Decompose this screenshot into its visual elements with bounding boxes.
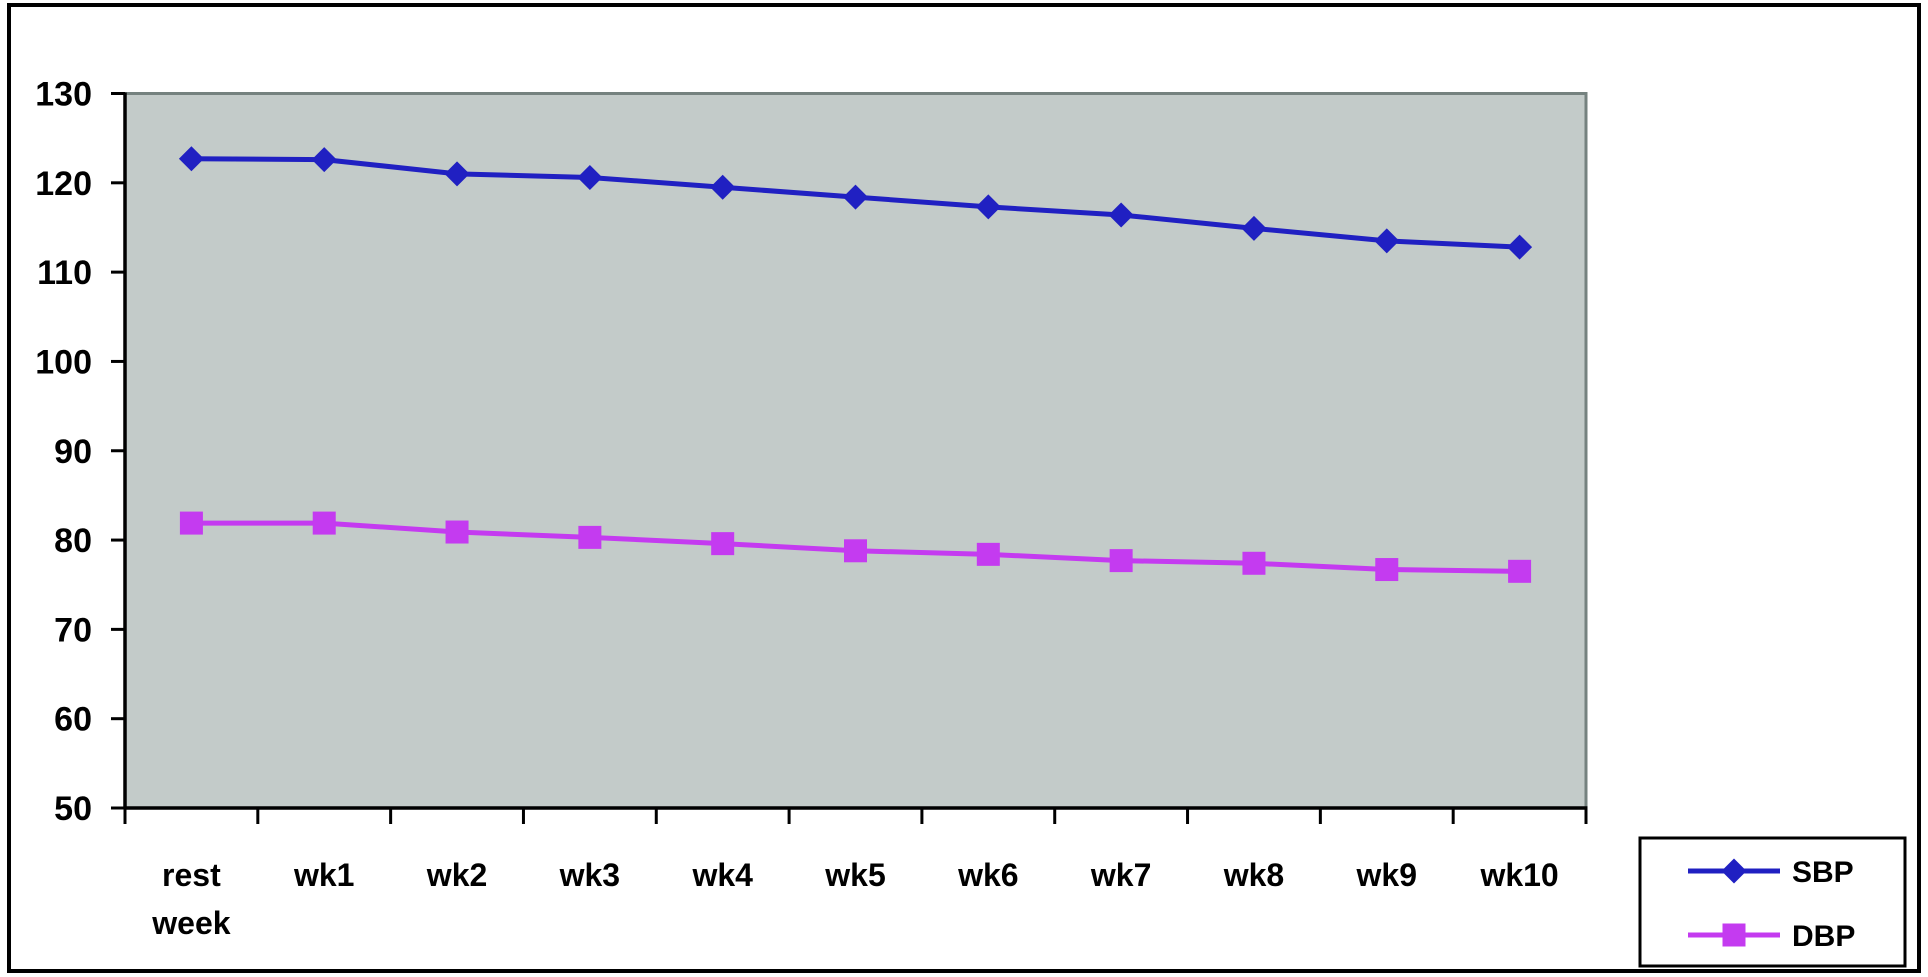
data-point-DBP-wk9 [1375,558,1399,582]
x-category-label: wk3 [559,857,620,893]
data-point-SBP-wk9 [1374,228,1400,254]
legend-box [1638,836,1907,968]
y-tick-label: 60 [54,701,92,739]
x-category-label: wk6 [957,857,1018,893]
y-axis-ticks [111,92,125,810]
x-category-label: wk7 [1090,857,1151,893]
figure-border [7,3,1921,973]
data-point-DBP-wk10 [1508,559,1532,583]
data-point-DBP-wk6 [976,542,1000,566]
y-tick-label: 100 [35,343,92,381]
y-tick-label: 90 [54,433,92,471]
data-point-SBP-wk7 [1108,202,1134,228]
data-point-DBP-wk2 [445,520,469,544]
data-point-DBP-wk4 [711,532,735,556]
data-point-SBP-wk10 [1507,234,1533,260]
data-point-DBP-rest-week [179,511,203,535]
legend-label-DBP: DBP [1792,920,1855,953]
y-tick-label: 130 [35,76,92,114]
x-category-label: wk1 [293,857,354,893]
y-tick-label: 50 [54,790,92,828]
data-point-DBP-wk5 [844,539,867,563]
plot-area [123,92,1588,810]
x-category-label: wk5 [824,857,885,893]
data-point-SBP-wk2 [444,161,470,187]
legend: SBP DBP [1638,836,1907,968]
series-SBP [178,146,1533,260]
x-category-label: wk4 [691,857,753,893]
x-category-label: wk10 [1479,857,1558,893]
data-point-DBP-wk7 [1109,549,1133,573]
x-category-label: wk9 [1356,857,1417,893]
y-tick-label: 70 [54,611,92,649]
x-category-label: rest week [151,857,230,941]
series-group [178,146,1533,583]
y-tick-label: 120 [35,165,92,203]
x-category-label: wk2 [426,857,487,893]
data-point-SBP-wk3 [577,164,603,190]
data-point-SBP-wk1 [311,147,337,173]
x-axis-category-labels: rest week wk1 wk2 wk3 wk4 wk5 wk6 wk7 wk8 wk9 wk10 [151,857,1558,941]
data-point-DBP-wk1 [312,511,336,535]
x-axis-ticks [123,808,1588,824]
y-axis-tick-labels: 50 60 70 80 90 100 110 120 130 [35,76,92,829]
data-point-SBP-wk5 [843,184,868,210]
series-DBP [179,511,1532,583]
x-category-label: wk8 [1223,857,1284,893]
y-tick-label: 80 [54,522,92,560]
y-tick-label: 110 [37,254,92,292]
data-point-DBP-wk3 [578,525,602,549]
data-point-SBP-wk6 [975,194,1001,220]
data-point-DBP-wk8 [1242,551,1266,575]
legend-label-SBP: SBP [1792,856,1854,889]
legend-marker-SBP [1721,858,1747,884]
data-point-SBP-rest-week [178,146,204,172]
legend-marker-DBP [1722,923,1746,947]
legend-item-SBP: SBP [1688,856,1854,889]
data-point-SBP-wk4 [710,174,736,200]
data-point-SBP-wk8 [1241,215,1267,241]
legend-item-DBP: DBP [1688,920,1855,953]
